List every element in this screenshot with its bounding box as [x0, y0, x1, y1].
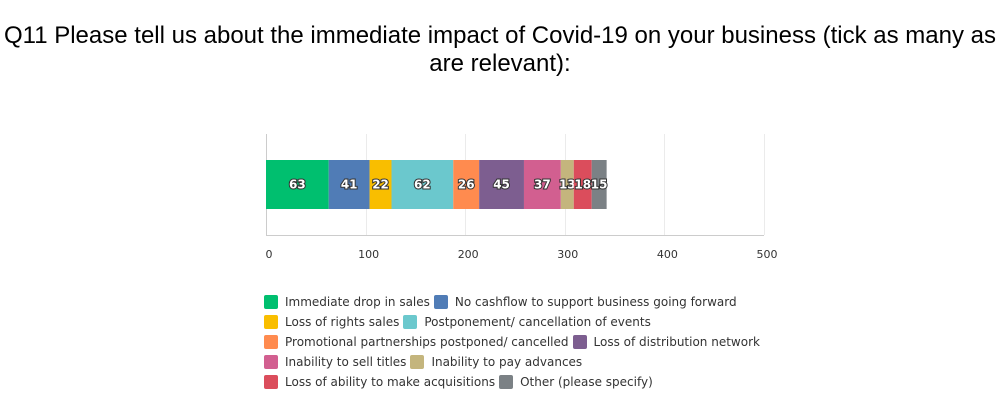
data-label: 13 [559, 178, 576, 192]
bar-segment [523, 160, 561, 209]
legend-label: Immediate drop in sales [285, 295, 430, 309]
data-label: 15 [591, 178, 608, 192]
x-tick-label: 200 [458, 248, 479, 261]
x-tick-label: 100 [358, 248, 379, 261]
legend-item[interactable]: Inability to pay advances [410, 355, 582, 369]
legend-label: Loss of rights sales [285, 315, 400, 329]
chart-title: Q11 Please tell us about the immediate i… [3, 22, 997, 77]
legend-row: Immediate drop in sales No cashflow to su… [264, 292, 764, 312]
data-label: 18 [574, 178, 591, 192]
legend-swatch [410, 355, 425, 369]
legend: Immediate drop in sales No cashflow to su… [264, 292, 764, 392]
legend-item[interactable]: Other (please specify) [499, 375, 653, 389]
legend-item[interactable]: Inability to sell titles [264, 355, 406, 369]
legend-item[interactable]: Postponement/ cancellation of events [403, 315, 651, 329]
legend-row: Inability to sell titles Inability to pay… [264, 352, 764, 372]
legend-swatch [403, 315, 418, 329]
legend-label: Loss of distribution network [593, 335, 760, 349]
bar-segment [369, 160, 392, 209]
data-label: 63 [289, 178, 306, 192]
bar-segment [266, 160, 329, 209]
legend-swatch [264, 335, 278, 349]
data-label: 22 [372, 178, 389, 192]
bar-segment [453, 160, 480, 209]
x-tick-label: 300 [557, 248, 578, 261]
data-label: 37 [534, 178, 551, 192]
legend-swatch [572, 335, 587, 349]
bar-segment [573, 160, 592, 209]
data-label: 26 [458, 178, 475, 192]
x-tick-label: 0 [266, 248, 273, 261]
legend-item[interactable]: Loss of rights sales [264, 315, 399, 329]
x-tick-label: 400 [657, 248, 678, 261]
bar-segment [591, 160, 607, 209]
legend-swatch [264, 315, 278, 329]
legend-item[interactable]: Loss of distribution network [572, 335, 760, 349]
legend-swatch [264, 295, 278, 309]
legend-item[interactable]: Immediate drop in sales [264, 295, 430, 309]
legend-label: Loss of ability to make acquisitions [285, 375, 496, 389]
legend-item[interactable]: Loss of ability to make acquisitions [264, 375, 495, 389]
legend-item[interactable]: No cashflow to support business going fo… [433, 295, 737, 309]
legend-row: Loss of rights sales Postponement/ cancel… [264, 312, 764, 332]
legend-label: Inability to pay advances [431, 355, 583, 369]
legend-swatch [264, 375, 278, 389]
bar-segment [560, 160, 574, 209]
legend-label: Promotional partnerships postponed/ canc… [285, 335, 569, 349]
legend-label: Postponement/ cancellation of events [424, 315, 651, 329]
legend-label: No cashflow to support business going fo… [454, 295, 737, 309]
legend-swatch [433, 295, 448, 309]
legend-swatch [499, 375, 514, 389]
legend-item[interactable]: Promotional partnerships postponed/ canc… [264, 335, 569, 349]
legend-swatch [264, 355, 278, 369]
x-axis-ticks: 0 100 200 300 400 500 [266, 248, 778, 261]
data-label: 62 [414, 178, 431, 192]
bar-segment [391, 160, 454, 209]
bar-segment [479, 160, 524, 209]
x-tick-label: 500 [757, 248, 778, 261]
legend-row: Loss of ability to make acquisitions Othe… [264, 372, 764, 392]
data-label: 45 [493, 178, 510, 192]
legend-label: Inability to sell titles [285, 355, 407, 369]
bar-segment [328, 160, 370, 209]
legend-label: Other (please specify) [520, 375, 653, 389]
legend-row: Promotional partnerships postponed/ canc… [264, 332, 764, 352]
data-label: 41 [341, 178, 358, 192]
